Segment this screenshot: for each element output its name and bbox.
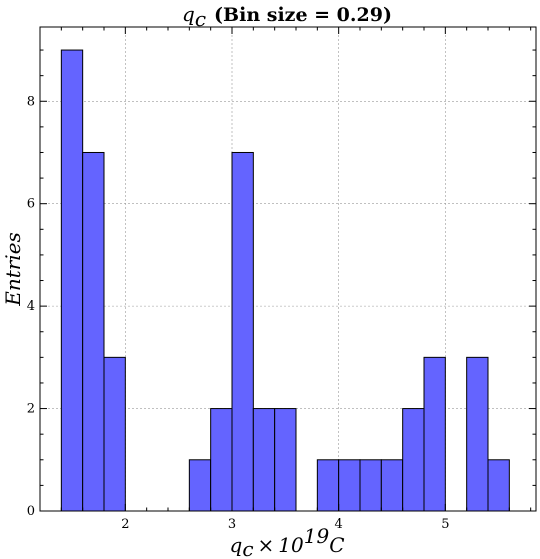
histogram-bar-10: [360, 460, 381, 511]
y-tick-label-3: 6: [27, 197, 35, 212]
histogram-bar-11: [381, 460, 402, 511]
histogram-bar-5: [232, 152, 253, 511]
histogram-bar-9: [339, 460, 360, 511]
histogram-bar-7: [275, 409, 296, 511]
histogram-bars: [61, 50, 509, 511]
histogram-bar-1: [83, 152, 104, 511]
histogram-bar-2: [104, 357, 125, 511]
histogram-bar-0: [61, 50, 82, 511]
histogram-bar-6: [253, 409, 274, 511]
histogram-bar-12: [403, 409, 424, 511]
y-tick-label-0: 0: [27, 504, 35, 519]
x-axis-label: qc × 1019C: [230, 524, 345, 559]
histogram-bar-8: [317, 460, 338, 511]
x-tick-label-1: 3: [228, 517, 236, 532]
x-tick-label-0: 2: [121, 517, 129, 532]
y-tick-label-2: 4: [27, 299, 35, 314]
y-tick-label-1: 2: [27, 402, 35, 417]
y-tick-label-4: 8: [27, 94, 35, 109]
histogram-bar-13: [424, 357, 445, 511]
y-axis-label: Entries: [1, 232, 25, 307]
x-tick-label-2: 4: [335, 517, 343, 532]
histogram-bar-3: [189, 460, 210, 511]
histogram-bar-15: [488, 460, 509, 511]
histogram-bar-4: [211, 409, 232, 511]
histogram-bar-14: [467, 357, 488, 511]
x-tick-label-3: 5: [441, 517, 449, 532]
